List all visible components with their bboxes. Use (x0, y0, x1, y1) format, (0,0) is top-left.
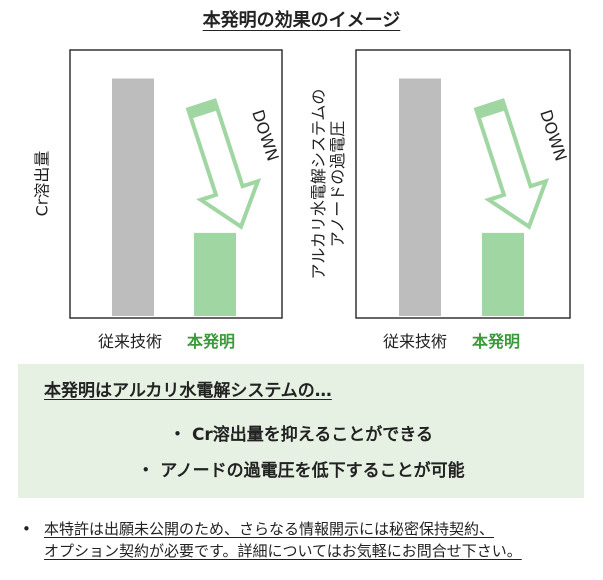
summary-point-1: ・ Cr溶出量を抑えることができる (169, 425, 433, 445)
chart-2-down-arrow (473, 98, 550, 230)
chart-1-xtick-0: 従来技術 (98, 332, 163, 351)
page-title: 本発明の効果のイメージ (202, 10, 401, 31)
footnote-bullet: • (22, 520, 31, 538)
chart-1-xtick-1: 本発明 (187, 332, 236, 351)
summary-point-2: ・ アノードの過電圧を低下することが可能 (137, 461, 465, 481)
chart-1-ylabel: Cr溶出量 (32, 150, 52, 217)
chart-1-bar-0 (112, 78, 154, 316)
charts-canvas: DOWN DOWN (69, 49, 571, 319)
chart-2-arrow-shape (473, 98, 550, 230)
chart-2-frame (355, 49, 571, 319)
chart-2-annotation: DOWN (536, 107, 570, 163)
chart-1-bar-1 (194, 232, 236, 316)
chart-1-frame (69, 49, 283, 319)
footnote-line-1: 本特許は出願未公開のため、さらなる情報開示には秘密保持契約、 (44, 520, 495, 538)
chart-1-arrow-shape (185, 98, 262, 230)
chart-2-xtick-1: 本発明 (472, 332, 521, 351)
footnote-line-2: オプション契約が必要です。詳細についてはお気軽にお問合せ下さい。 (44, 542, 522, 560)
chart-1-arrow-cap (188, 100, 218, 119)
footnote-text: 本特許は出願未公開のため、さらなる情報開示には秘密保持契約、 オプション契約が必… (44, 518, 522, 562)
chart-2-ylabel-line-2: アノードの過電圧 (328, 120, 347, 248)
chart-2-bar-1 (482, 232, 524, 316)
chart-2-ylabel-line-1: アルカリ水電解システムの (309, 88, 328, 280)
chart-2-ylabel: アルカリ水電解システムの アノードの過電圧 (309, 74, 347, 294)
chart-2-xtick-0: 従来技術 (383, 332, 448, 351)
chart-1-annotation: DOWN (248, 107, 282, 163)
chart-2-bar-0 (399, 78, 441, 316)
chart-1-down-arrow (185, 98, 262, 230)
summary-box: 本発明はアルカリ水電解システムの… ・ Cr溶出量を抑えることができる ・ アノ… (18, 364, 584, 498)
summary-heading: 本発明はアルカリ水電解システムの… (44, 381, 332, 401)
chart-2-arrow-cap (476, 100, 506, 119)
